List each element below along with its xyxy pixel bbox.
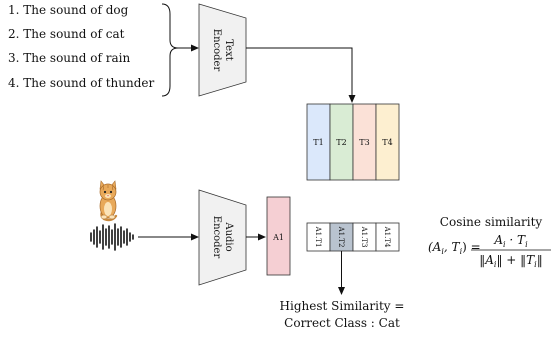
result-line-2: Correct Class : Cat [284,316,400,330]
result-line-1: Highest Similarity = [280,299,405,313]
similarity-cell-label: A1.T3 [360,226,368,248]
prompt-item: 1. The sound of dog [8,3,129,17]
audio-embedding: A1 [266,196,291,276]
audio-embedding-a1 [266,196,291,276]
similarity-cell [375,222,400,252]
audio-embedding-label: A1 [272,233,284,242]
cat-icon [99,180,118,222]
audio-encoder-label: Audio [223,221,234,251]
cosine-similarity-formula: Cosine similarity (Ai, Ti) = Ai · Ti ‖Ai… [428,215,551,269]
prompt-list: 1. The sound of dog 2. The sound of cat … [8,3,155,90]
text-embeddings: T1 T2 T3 T4 [306,103,400,181]
text-encoder-label: Text [223,39,234,60]
text-encoder: Text Encoder [198,3,247,97]
formula-lhs: (Ai, Ti) = [428,240,481,256]
prompt-item: 3. The sound of rain [8,51,130,65]
formula-numerator: Ai · Ti [493,233,528,249]
similarity-cell-label: A1.T2 [337,226,345,248]
prompt-item: 4. The sound of thunder [8,76,155,90]
audio-encoder: Audio Encoder [198,189,247,286]
formula-title: Cosine similarity [440,215,543,229]
text-embedding-label: T1 [313,138,323,147]
waveform-icon [90,223,134,251]
text-embedding-label: T2 [336,138,346,147]
prompt-item: 2. The sound of cat [8,27,125,41]
text-embedding-t4 [375,103,400,181]
formula-denominator: ‖Ai‖ + ‖Ti‖ [479,253,542,269]
text-embedding-label: T3 [359,138,369,147]
text-encoder-label: Encoder [211,29,222,72]
prompt-brace [161,3,179,97]
text-embedding-label: T4 [382,138,392,147]
similarity-cell-label: A1.T4 [383,226,391,248]
arrow-text-encoder-to-embeddings [246,47,356,103]
audio-encoder-label: Encoder [211,216,222,259]
similarity-cell-label: A1.T1 [314,226,322,248]
similarity-cells: A1.T1 A1.T2 A1.T3 A1.T4 [306,222,400,252]
